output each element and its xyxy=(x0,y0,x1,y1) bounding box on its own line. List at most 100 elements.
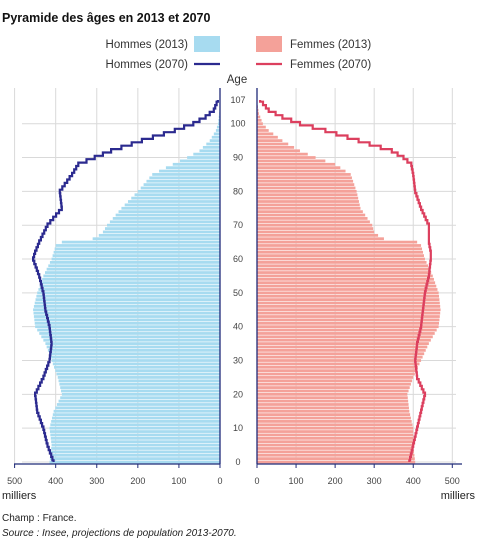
bar-femmes-2013 xyxy=(257,217,368,220)
bar-femmes-2013 xyxy=(257,139,283,143)
bar-femmes-2013 xyxy=(257,304,441,308)
x-tick-label: 0 xyxy=(217,476,222,486)
age-tick-label: 60 xyxy=(233,254,243,264)
bar-femmes-2013 xyxy=(257,169,346,173)
bar-hommes-2013 xyxy=(42,277,221,281)
x-unit-label-right: milliers xyxy=(441,490,476,502)
bar-hommes-2013 xyxy=(50,450,221,454)
bar-hommes-2013 xyxy=(50,453,220,457)
bar-femmes-2013 xyxy=(257,301,440,305)
age-tick-label: 40 xyxy=(233,322,243,332)
bar-femmes-2013 xyxy=(257,338,431,342)
x-tick-label: 300 xyxy=(89,476,104,486)
bar-femmes-2013 xyxy=(257,315,440,318)
bar-femmes-2013 xyxy=(257,403,409,406)
bar-hommes-2013 xyxy=(34,318,220,322)
bar-femmes-2013 xyxy=(257,379,413,383)
bar-hommes-2013 xyxy=(92,237,220,241)
bar-hommes-2013 xyxy=(51,447,221,450)
bar-femmes-2013 xyxy=(257,179,354,183)
bar-hommes-2013 xyxy=(57,376,220,379)
bar-femmes-2013 xyxy=(257,413,411,417)
bar-hommes-2013 xyxy=(149,176,220,180)
bar-hommes-2013 xyxy=(53,250,220,254)
bar-hommes-2013 xyxy=(131,196,220,200)
bar-hommes-2013 xyxy=(61,389,220,393)
bar-hommes-2013 xyxy=(33,304,221,308)
bar-femmes-2013 xyxy=(257,230,375,234)
bar-hommes-2013 xyxy=(49,426,220,430)
x-tick-label: 100 xyxy=(289,476,304,486)
x-tick-label: 0 xyxy=(254,476,259,486)
bar-hommes-2013 xyxy=(53,409,220,413)
bar-hommes-2013 xyxy=(50,423,220,427)
bar-femmes-2013 xyxy=(257,173,351,176)
bar-femmes-2013 xyxy=(257,267,430,271)
bar-hommes-2013 xyxy=(137,189,220,193)
bar-hommes-2013 xyxy=(51,416,220,420)
bar-femmes-2013 xyxy=(257,355,423,359)
bar-femmes-2013 xyxy=(257,257,425,261)
bar-hommes-2013 xyxy=(193,152,220,156)
bar-hommes-2013 xyxy=(47,348,220,352)
legend-label: Hommes (2070) xyxy=(106,59,189,71)
bar-hommes-2013 xyxy=(51,359,221,362)
bar-hommes-2013 xyxy=(37,291,220,295)
bar-hommes-2013 xyxy=(202,145,220,149)
bar-hommes-2013 xyxy=(218,118,220,122)
bar-femmes-2013 xyxy=(257,281,436,285)
note-champ: Champ : France. xyxy=(2,513,76,524)
bar-femmes-2013 xyxy=(257,447,414,450)
bar-femmes-2013 xyxy=(257,247,423,251)
bar-femmes-2013 xyxy=(257,457,415,461)
bar-femmes-2013 xyxy=(257,460,416,464)
bar-femmes-2013 xyxy=(257,430,414,433)
bar-femmes-2013 xyxy=(257,162,336,166)
bar-femmes-2013 xyxy=(257,132,274,136)
bar-femmes-2013 xyxy=(257,291,439,295)
x-tick-label: 400 xyxy=(406,476,421,486)
bar-hommes-2013 xyxy=(152,173,220,176)
bars-femmes-2013 xyxy=(257,102,441,464)
bar-hommes-2013 xyxy=(104,227,220,230)
bar-hommes-2013 xyxy=(33,315,221,318)
bar-femmes-2013 xyxy=(257,450,415,454)
bar-hommes-2013 xyxy=(34,301,220,305)
bar-hommes-2013 xyxy=(206,142,220,146)
bar-hommes-2013 xyxy=(52,362,221,366)
bar-femmes-2013 xyxy=(257,321,440,325)
bar-hommes-2013 xyxy=(134,193,220,197)
bar-hommes-2013 xyxy=(49,457,220,461)
bar-femmes-2013 xyxy=(257,152,308,156)
x-tick-label: 500 xyxy=(7,476,22,486)
bar-hommes-2013 xyxy=(37,328,220,332)
x-tick-label: 200 xyxy=(328,476,343,486)
bar-hommes-2013 xyxy=(43,274,220,278)
bar-femmes-2013 xyxy=(257,359,422,362)
bar-femmes-2013 xyxy=(257,298,440,302)
bar-femmes-2013 xyxy=(257,433,414,437)
bar-hommes-2013 xyxy=(33,311,221,315)
bar-femmes-2013 xyxy=(257,193,358,197)
bar-hommes-2013 xyxy=(209,139,220,143)
bar-femmes-2013 xyxy=(257,294,440,298)
bar-hommes-2013 xyxy=(216,125,220,129)
bar-femmes-2013 xyxy=(257,142,289,146)
bar-femmes-2013 xyxy=(257,149,300,153)
axes xyxy=(14,88,462,465)
bar-hommes-2013 xyxy=(48,264,220,268)
bar-hommes-2013 xyxy=(179,159,220,163)
legend-swatch xyxy=(194,36,220,52)
bar-hommes-2013 xyxy=(98,233,220,237)
bar-hommes-2013 xyxy=(54,365,220,369)
bar-femmes-2013 xyxy=(257,115,261,119)
bar-femmes-2013 xyxy=(257,288,438,291)
bar-femmes-2013 xyxy=(257,166,341,170)
bar-femmes-2013 xyxy=(257,112,259,115)
bar-femmes-2013 xyxy=(257,176,352,180)
bar-hommes-2013 xyxy=(44,271,220,274)
bar-hommes-2013 xyxy=(56,403,220,406)
bar-femmes-2013 xyxy=(257,186,356,190)
bar-hommes-2013 xyxy=(34,321,220,325)
